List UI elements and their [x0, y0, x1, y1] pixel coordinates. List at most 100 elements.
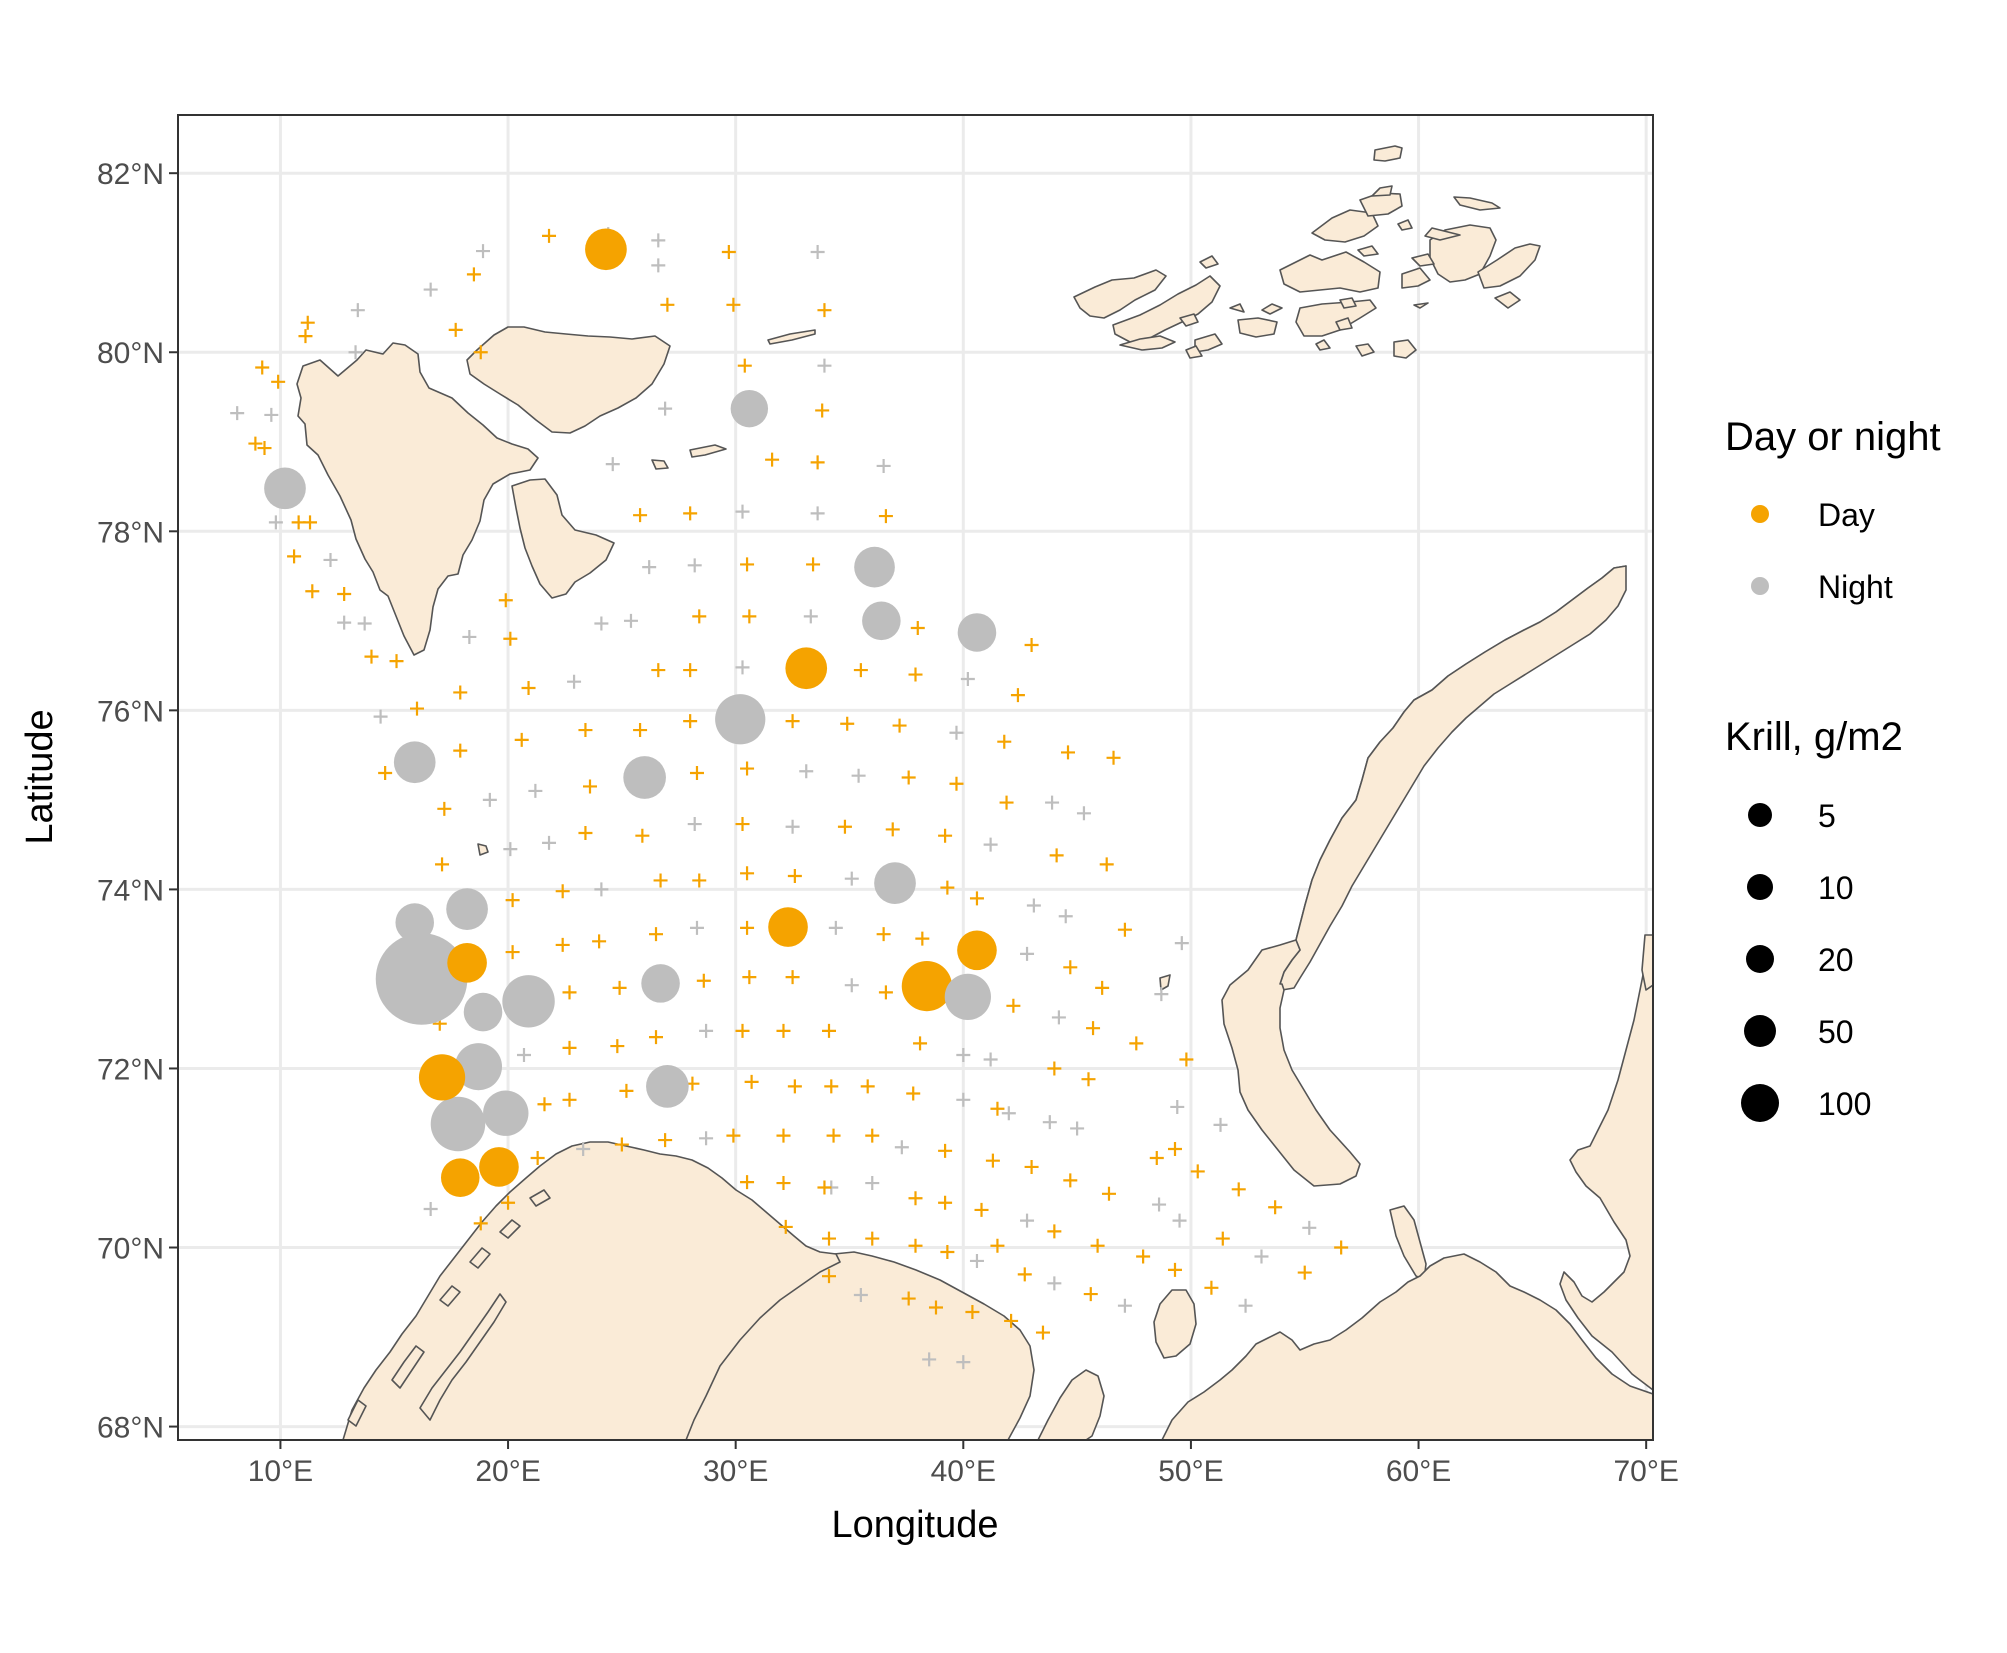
zero-catch-day-139	[1149, 1150, 1164, 1165]
zero-catch-day-43	[410, 701, 425, 716]
krill-point-night-2	[502, 975, 555, 1028]
zero-catch-night-6	[350, 303, 365, 318]
land-fjl-20	[1393, 339, 1417, 359]
land-fjl-28	[1179, 313, 1199, 327]
land-fjl-6	[1279, 251, 1381, 293]
zero-catch-day-53	[1061, 745, 1076, 760]
land-norway-islands-3	[469, 1247, 491, 1269]
zero-catch-night-73	[1254, 1249, 1269, 1264]
zero-catch-day-17	[810, 455, 825, 470]
land-fjl-19	[1424, 227, 1461, 241]
zero-catch-day-144	[778, 1219, 793, 1234]
zero-catch-day-163	[1167, 1262, 1182, 1277]
krill-point-night-6	[944, 973, 991, 1020]
zero-catch-night-21	[357, 616, 372, 631]
zero-catch-night-32	[482, 792, 497, 807]
zero-catch-day-161	[1035, 1325, 1050, 1340]
zero-catch-day-25	[806, 557, 821, 572]
krill-point-night-10	[646, 1065, 689, 1108]
x-tick-label-0: 10°E	[248, 1455, 313, 1488]
zero-catch-day-166	[473, 1216, 488, 1231]
zero-catch-day-20	[878, 509, 893, 524]
zero-catch-night-64	[576, 1142, 591, 1157]
krill-point-day-19	[957, 930, 997, 971]
zero-catch-night-8	[230, 406, 245, 421]
zero-catch-day-117	[860, 1079, 875, 1094]
zero-catch-night-20	[337, 615, 352, 630]
zero-catch-day-40	[521, 680, 536, 695]
zero-catch-day-136	[974, 1202, 989, 1217]
zero-catch-night-47	[828, 920, 843, 935]
x-tick-label-6: 70°E	[1613, 1455, 1678, 1488]
zero-catch-night-40	[785, 819, 800, 834]
land-fjl-27	[1229, 303, 1245, 313]
zero-catch-day-116	[824, 1079, 839, 1094]
zero-catch-night-48	[1020, 946, 1035, 961]
zero-catch-day-2	[466, 267, 481, 282]
zero-catch-day-127	[985, 1153, 1000, 1168]
krill-point-night-15	[874, 862, 916, 904]
zero-catch-day-27	[337, 586, 352, 601]
krill-point-day-21	[479, 1147, 519, 1187]
krill-point-night-25	[641, 964, 680, 1003]
krill-point-day-11	[585, 228, 627, 271]
zero-catch-day-1	[721, 244, 736, 259]
zero-catch-night-52	[1051, 1010, 1066, 1025]
x-tick-label-2: 30°E	[703, 1455, 768, 1488]
zero-catch-day-93	[785, 970, 800, 985]
land-yamal-tip	[1641, 934, 1653, 991]
legend-size-label-5: 5	[1818, 798, 1836, 834]
legend-colour-title: Day or night	[1725, 415, 1941, 459]
zero-catch-night-53	[699, 1023, 714, 1038]
zero-catch-day-3	[660, 297, 675, 312]
zero-catch-night-13	[876, 458, 891, 473]
data-points-layer	[230, 227, 1349, 1370]
zero-catch-day-24	[740, 557, 755, 572]
zero-catch-day-9	[473, 345, 488, 360]
zero-catch-day-164	[1204, 1280, 1219, 1295]
zero-catch-night-10	[817, 358, 832, 373]
zero-catch-day-132	[776, 1176, 791, 1191]
y-tick-label-3: 74°N	[97, 874, 164, 907]
zero-catch-day-30	[742, 609, 757, 624]
zero-catch-day-120	[726, 1128, 741, 1143]
zero-catch-day-42	[1010, 688, 1025, 703]
legend-day-label: Day	[1818, 497, 1875, 533]
zero-catch-day-11	[271, 374, 286, 389]
zero-catch-day-108	[1047, 1061, 1062, 1076]
zero-catch-day-5	[817, 303, 832, 318]
krill-point-night-3	[715, 694, 766, 745]
zero-catch-night-65	[894, 1140, 909, 1155]
zero-catch-day-95	[1006, 998, 1021, 1013]
zero-catch-day-32	[1024, 638, 1039, 652]
land-fjl-29	[1357, 245, 1379, 257]
krill-point-night-23	[957, 613, 997, 652]
zero-catch-night-38	[542, 835, 557, 850]
zero-catch-day-110	[562, 1092, 577, 1107]
zero-catch-night-76	[1117, 1298, 1132, 1313]
zero-catch-night-50	[844, 978, 859, 993]
zero-catch-day-41	[453, 685, 468, 700]
y-tick-label-4: 76°N	[97, 695, 164, 728]
x-axis-title: Longitude	[832, 1504, 999, 1546]
legend-size-key-50	[1744, 1015, 1776, 1047]
zero-catch-day-36	[651, 663, 666, 678]
land-mainland-kanin	[1037, 1369, 1105, 1440]
zero-catch-day-154	[1297, 1265, 1312, 1280]
zero-catch-day-22	[303, 515, 318, 530]
zero-catch-day-114	[744, 1074, 759, 1089]
y-tick-label-5: 78°N	[97, 516, 164, 549]
zero-catch-day-105	[1086, 1021, 1101, 1036]
krill-point-night-14	[393, 741, 436, 784]
zero-catch-night-33	[799, 764, 814, 779]
land-fjl-22	[1315, 339, 1331, 351]
zero-catch-night-23	[594, 616, 609, 631]
zero-catch-day-152	[1136, 1249, 1151, 1264]
land-nordaustlandet	[466, 326, 671, 434]
krill-point-night-22	[862, 601, 901, 641]
land-fjl-17	[1413, 302, 1429, 309]
land-fjl-3	[1119, 335, 1176, 351]
zero-catch-night-31	[528, 783, 543, 798]
zero-catch-day-128	[1024, 1159, 1039, 1174]
land-fjl-26	[1199, 255, 1219, 269]
